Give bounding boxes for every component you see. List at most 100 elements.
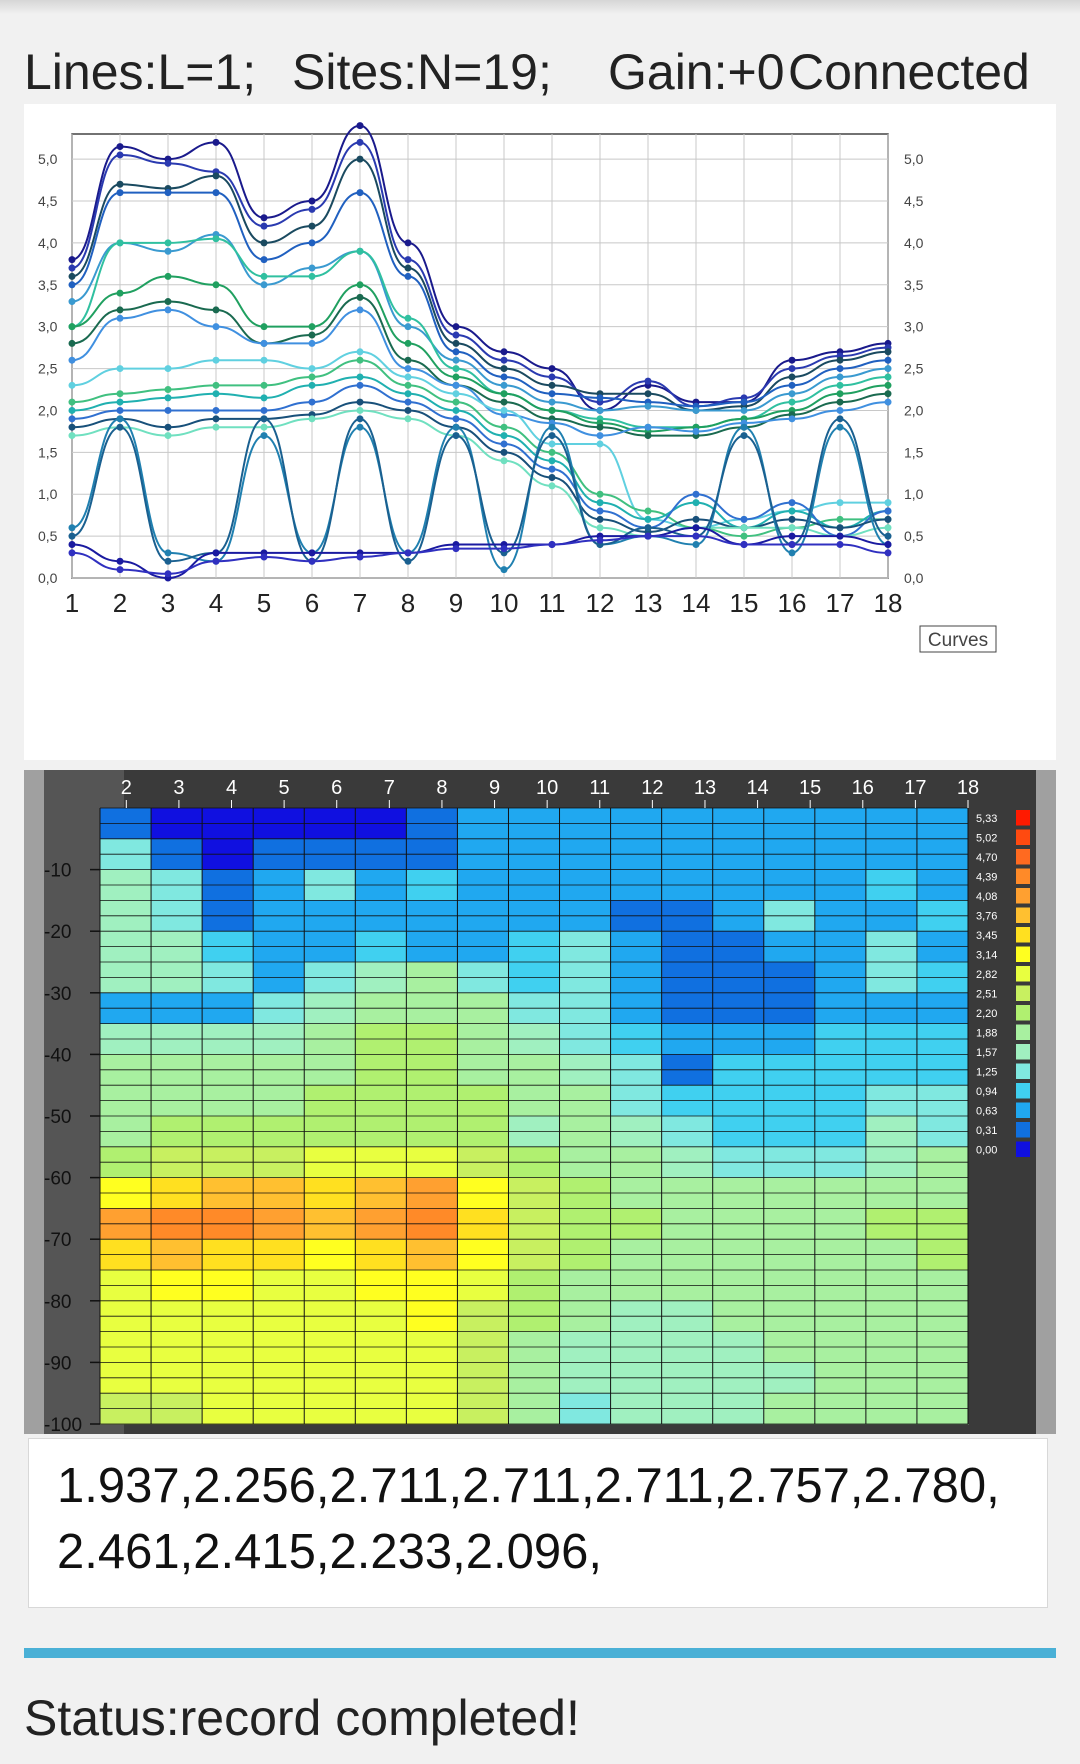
line-series-point <box>452 545 460 553</box>
scale-swatch <box>1016 1141 1030 1157</box>
line-series-point <box>308 415 316 423</box>
line-series-point <box>836 524 844 532</box>
scale-swatch <box>1016 810 1030 826</box>
line-series-point <box>884 540 892 548</box>
line-series-point <box>500 398 508 406</box>
line-series-point <box>260 432 268 440</box>
values-readout[interactable]: 1.937,2.256,2.711,2.711,2.711,2.757,2.78… <box>28 1438 1048 1608</box>
scale-swatch <box>1016 849 1030 865</box>
line-series-point <box>164 557 172 565</box>
x-tick-label: 1 <box>65 588 79 618</box>
line-series-point <box>212 235 220 243</box>
line-series-point <box>644 532 652 540</box>
line-series-point <box>596 499 604 507</box>
heatmap-x-tick-label: 4 <box>226 777 237 799</box>
line-series-point <box>308 365 316 373</box>
line-series-point <box>404 256 412 264</box>
line-series-point <box>260 415 268 423</box>
line-series-point <box>212 390 220 398</box>
line-series-point <box>68 339 76 347</box>
x-tick-label: 6 <box>305 588 319 618</box>
line-series-point <box>212 138 220 146</box>
line-series-point <box>356 415 364 423</box>
heatmap-y-tick-label: -70 <box>44 1230 71 1251</box>
line-series-point <box>116 239 124 247</box>
line-series-point <box>500 566 508 574</box>
line-series-point <box>788 373 796 381</box>
heatmap-grid <box>99 807 969 1425</box>
line-series-point <box>500 381 508 389</box>
scale-swatch <box>1016 1044 1030 1060</box>
heatmap-chart[interactable]: 2 3 4 5 6 7 8 9 10 11 12 13 14 15 16 17 18 -10 -20 -30 -40 -5… <box>24 770 1056 1436</box>
scale-swatch <box>1016 1083 1030 1099</box>
line-series-point <box>116 406 124 414</box>
line-series-point <box>644 402 652 410</box>
y-tick-label-right: 1,0 <box>904 486 924 502</box>
line-series-point <box>452 373 460 381</box>
heatmap-x-tick-label: 17 <box>904 777 926 799</box>
line-series-point <box>452 339 460 347</box>
heatmap-x-tick-label: 14 <box>746 777 768 799</box>
line-series-point <box>116 566 124 574</box>
line-series-point <box>500 390 508 398</box>
scale-label: 0,00 <box>976 1145 997 1157</box>
line-series-point <box>356 423 364 431</box>
line-series-point <box>548 473 556 481</box>
y-tick-label-left: 5,0 <box>38 151 58 167</box>
line-series-point <box>548 448 556 456</box>
line-series-point <box>212 406 220 414</box>
line-series-point <box>164 570 172 578</box>
heatmap-y-tick-label: -30 <box>44 984 71 1005</box>
line-series-point <box>644 377 652 385</box>
line-series-point <box>404 557 412 565</box>
heatmap-panel[interactable]: 2 3 4 5 6 7 8 9 10 11 12 13 14 15 16 17 18 -10 -20 -30 -40 -5… <box>24 770 1056 1436</box>
line-series-point <box>836 532 844 540</box>
line-series-19 <box>68 532 892 578</box>
line-series-point <box>596 536 604 544</box>
line-series-point <box>548 540 556 548</box>
line-series-point <box>212 356 220 364</box>
line-series-point <box>452 365 460 373</box>
line-series-point <box>788 532 796 540</box>
line-chart[interactable]: 0,0 0,0 0,5 0,5 1,0 1,0 1,5 1,5 2,0 2,0 2,5 2,5 3,0 3… <box>24 104 1056 760</box>
scale-swatch <box>1016 1024 1030 1040</box>
heatmap-y-tick-label: -90 <box>44 1353 71 1374</box>
line-series-point <box>164 394 172 402</box>
x-tick-label: 5 <box>257 588 271 618</box>
heatmap-y-tick-label: -100 <box>44 1415 82 1434</box>
line-series-point <box>116 180 124 188</box>
line-series-point <box>68 415 76 423</box>
line-series-point <box>452 323 460 331</box>
y-tick-label-left: 0,5 <box>38 528 58 544</box>
curves-legend[interactable]: Curves <box>919 625 997 653</box>
x-tick-label: 9 <box>449 588 463 618</box>
line-series-9 <box>68 306 892 440</box>
line-series-point <box>452 331 460 339</box>
line-series-point <box>308 264 316 272</box>
scale-swatch <box>1016 829 1030 845</box>
line-series-point <box>692 406 700 414</box>
heatmap-y-tick-label: -40 <box>44 1045 71 1066</box>
line-series-point <box>68 298 76 306</box>
line-series-point <box>836 515 844 523</box>
line-series-point <box>548 390 556 398</box>
line-series-point <box>692 515 700 523</box>
y-tick-label-left: 2,0 <box>38 402 58 418</box>
line-series-point <box>548 373 556 381</box>
line-series-point <box>788 365 796 373</box>
line-series-point <box>836 390 844 398</box>
scale-label: 2,51 <box>976 989 997 1001</box>
line-series-point <box>740 423 748 431</box>
line-series-point <box>692 532 700 540</box>
line-series-point <box>644 507 652 515</box>
line-series-point <box>68 264 76 272</box>
line-chart-panel[interactable]: 0,0 0,0 0,5 0,5 1,0 1,0 1,5 1,5 2,0 2,0 2,5 2,5 3,0 3… <box>24 104 1056 760</box>
heatmap-x-tick-label: 6 <box>331 777 342 799</box>
line-series-point <box>836 398 844 406</box>
line-series-point <box>836 365 844 373</box>
scale-label: 0,63 <box>976 1106 997 1118</box>
line-series-point <box>308 331 316 339</box>
scale-swatch <box>1016 985 1030 1001</box>
line-series-point <box>836 381 844 389</box>
line-series-point <box>260 281 268 289</box>
